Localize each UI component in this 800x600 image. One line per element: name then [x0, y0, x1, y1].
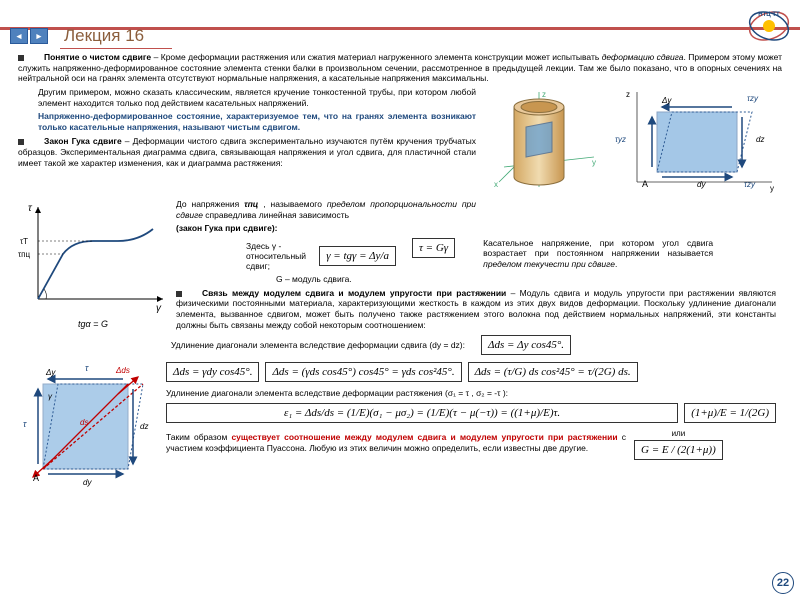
p2: Другим примером, можно сказать классичес…: [18, 87, 476, 108]
svg-text:γ: γ: [156, 303, 162, 314]
svg-text:dy: dy: [83, 478, 92, 487]
formula-tau: τ = Gγ: [412, 238, 455, 258]
f-final2: G = E / (2(1+μ)): [634, 440, 723, 460]
svg-text:y: y: [592, 158, 596, 167]
svg-text:Δds: Δds: [115, 366, 130, 375]
f-eps1: ε₁ = Δds/ds = (1/E)(σ₁ − μσ₂) = (1/E)(τ …: [166, 403, 678, 423]
svg-text:z: z: [626, 90, 630, 99]
svg-text:Δy: Δy: [661, 96, 672, 105]
formula-gamma: γ = tgγ = Δy/a: [319, 246, 396, 266]
svg-text:Δy: Δy: [45, 368, 56, 377]
p2-blue: Напряженно-деформированное состояние, ха…: [18, 111, 476, 132]
svg-text:τпц: τпц: [18, 250, 30, 259]
stress-strain-diagram: τ γ τТ τпц tgα = G: [18, 199, 168, 333]
svg-text:A: A: [642, 179, 648, 189]
svg-text:τ: τ: [28, 203, 33, 214]
f-ds4: Δds = (τ/G) ds cos²45° = τ/(2G) ds.: [468, 362, 638, 382]
formula-ds1: Δds = Δy cos45°.: [481, 335, 571, 355]
svg-text:dy: dy: [697, 180, 706, 189]
content: Понятие о чистом сдвиге – Кроме деформац…: [18, 52, 782, 489]
page-number: 22: [772, 572, 794, 594]
nav-arrows: ◄ ►: [10, 28, 48, 44]
svg-text:x: x: [494, 180, 498, 189]
svg-text:A: A: [33, 473, 39, 483]
svg-text:НТЦ ТТ: НТЦ ТТ: [758, 12, 780, 18]
f-ds3: Δds = (γds cos45°) cos45° = γds cos²45°.: [265, 362, 461, 382]
cylinder-diagram: z y x: [484, 87, 604, 197]
nav-prev[interactable]: ◄: [10, 28, 28, 44]
p1-lead: Понятие о чистом сдвиге: [44, 52, 151, 62]
svg-text:z: z: [542, 90, 546, 99]
logo: НТЦ ТТ: [747, 4, 792, 49]
nav-next[interactable]: ►: [30, 28, 48, 44]
page-title: Лекция 16: [60, 24, 172, 49]
diagonal-diagram: A dy dz ds Δy Δds τ τ γ: [18, 359, 158, 489]
svg-text:τ: τ: [23, 419, 27, 429]
svg-text:τ: τ: [85, 363, 89, 373]
svg-text:ds: ds: [80, 418, 88, 427]
f-ds2: Δds = γdy cos45°.: [166, 362, 259, 382]
f-final1: (1+μ)/E = 1/(2G): [684, 403, 776, 423]
svg-text:dz: dz: [140, 422, 148, 431]
svg-text:τzy: τzy: [747, 94, 759, 103]
svg-text:y: y: [770, 184, 774, 193]
svg-text:dz: dz: [756, 135, 764, 144]
svg-text:τyz: τyz: [615, 135, 626, 144]
svg-text:τzy: τzy: [744, 180, 756, 189]
shear-element-diagram: y z A dy dz Δy τzy τyz τzy: [612, 87, 782, 197]
svg-text:τТ: τТ: [20, 237, 28, 246]
